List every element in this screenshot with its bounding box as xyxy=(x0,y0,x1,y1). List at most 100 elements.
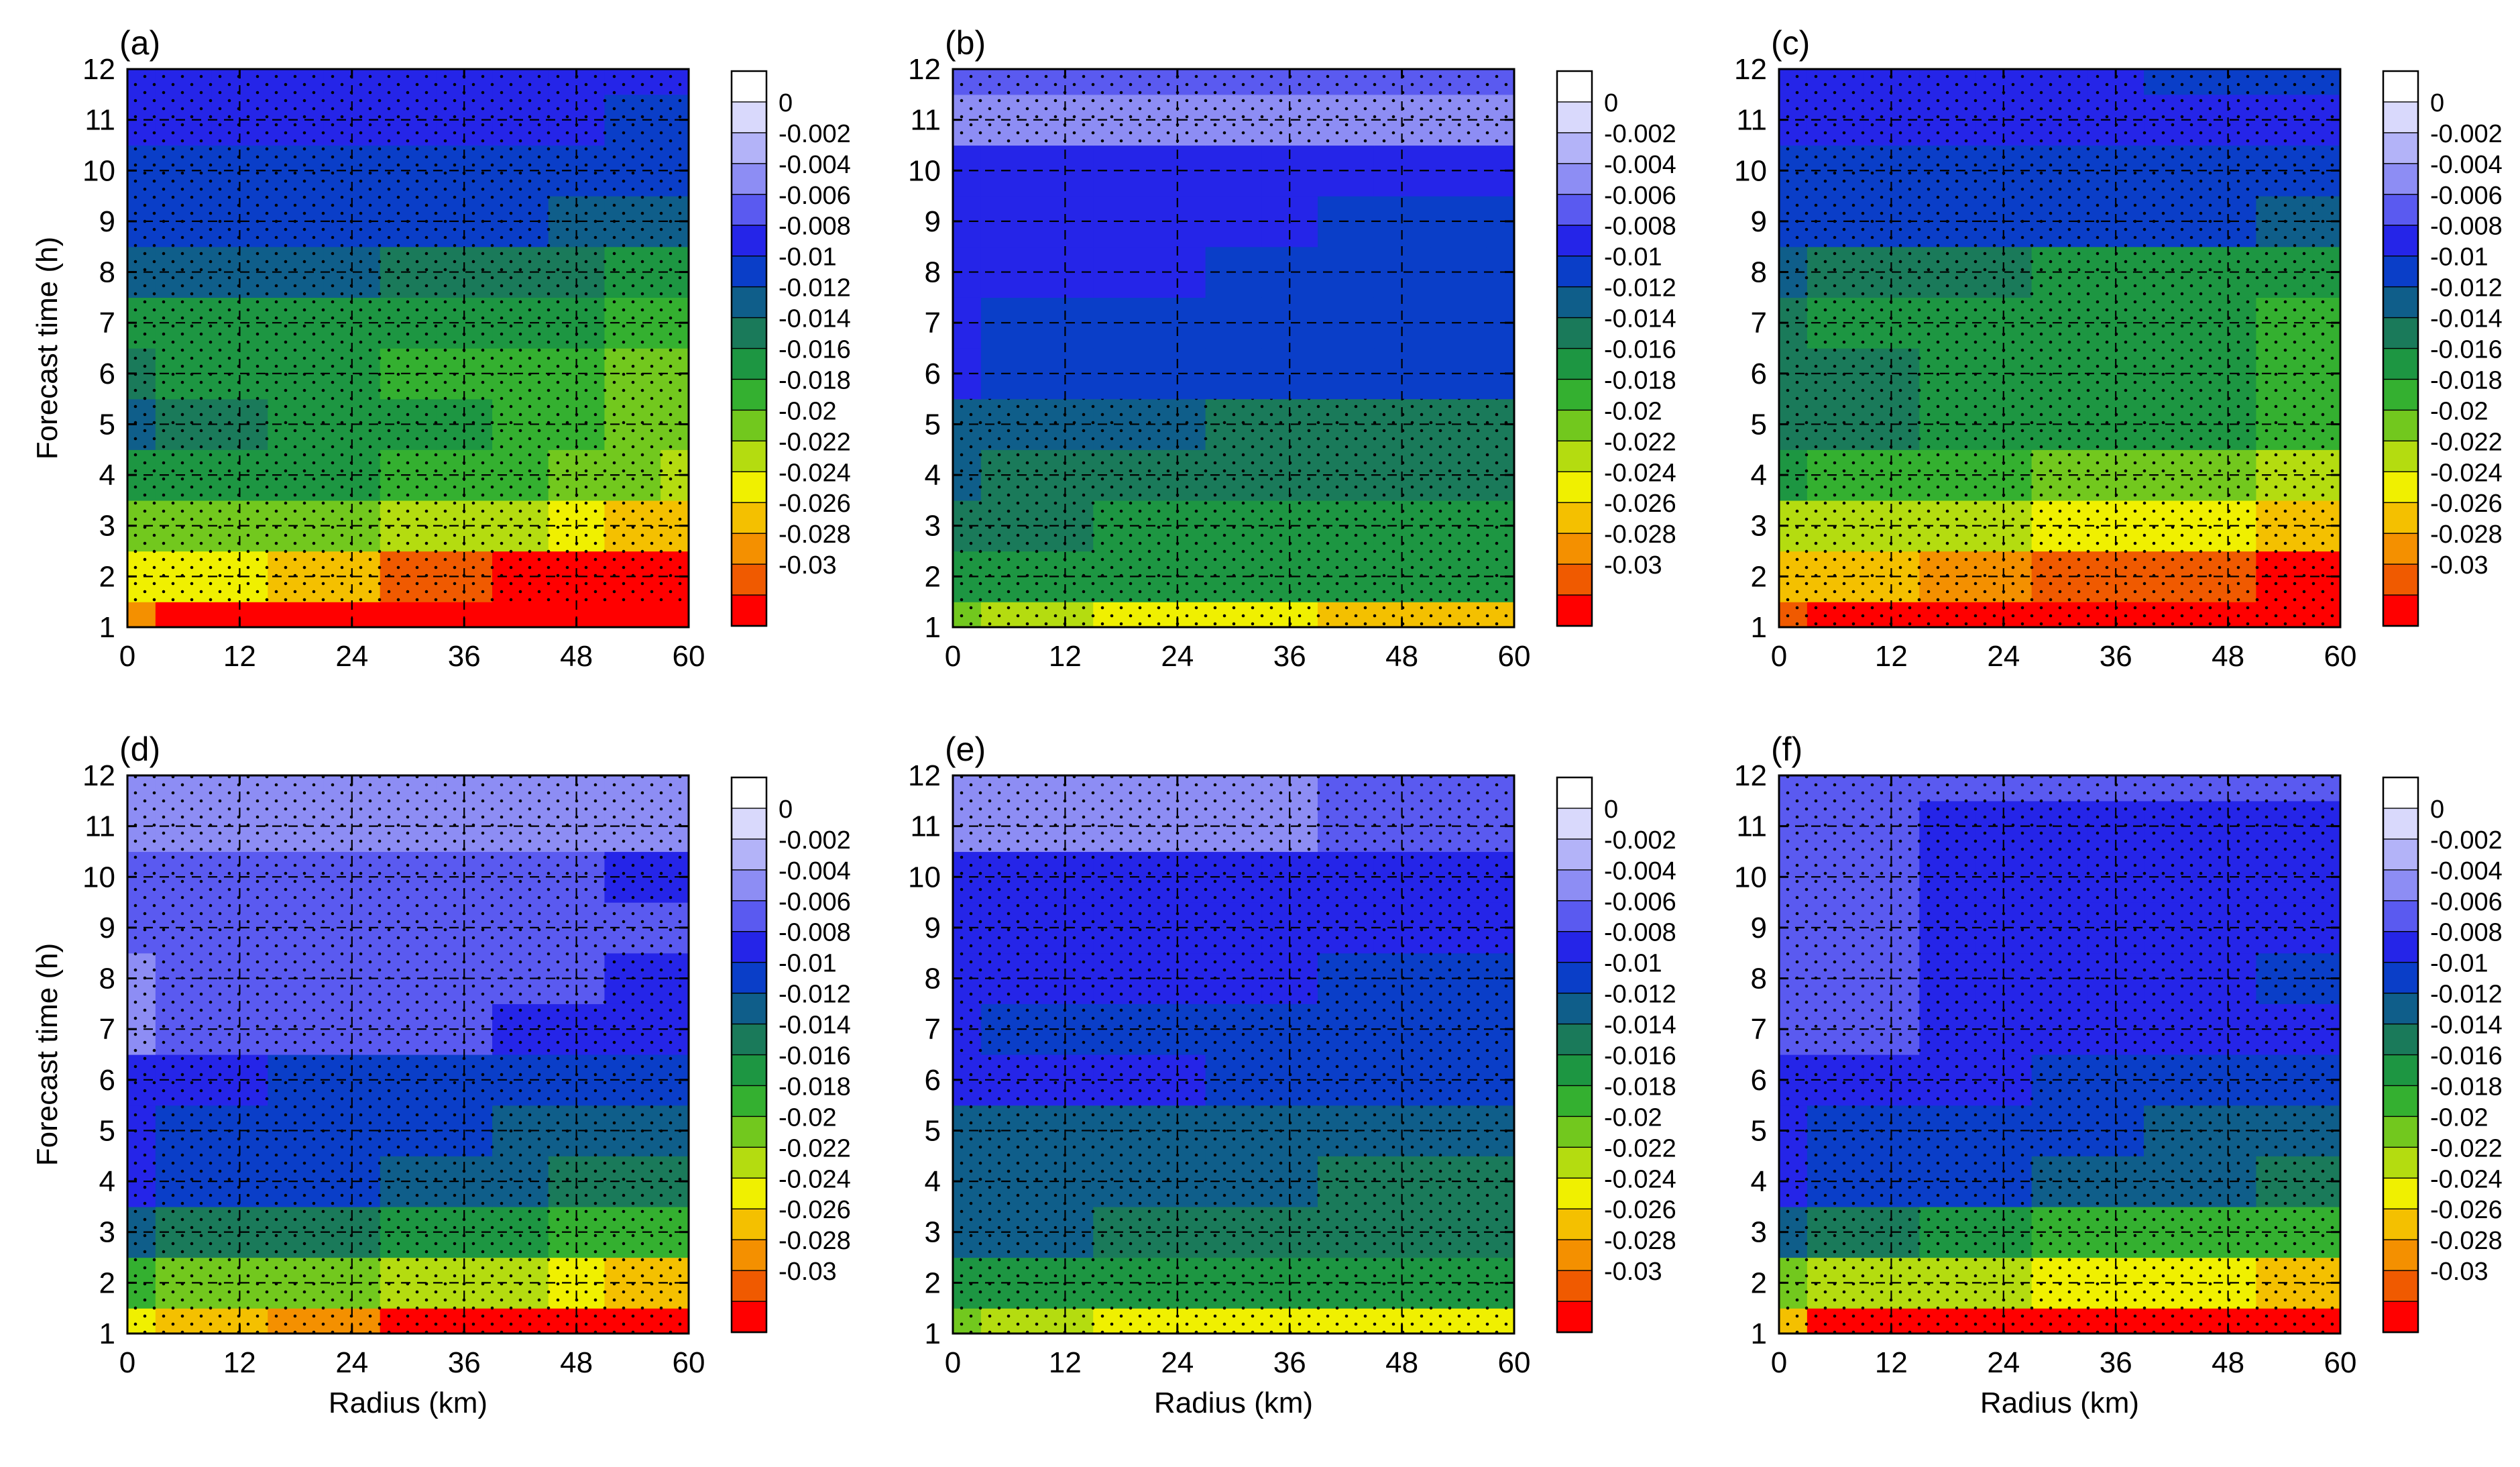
colorbar-label: -0.018 xyxy=(1604,366,1676,394)
y-tick-label: 5 xyxy=(1751,1114,1767,1147)
y-tick-label: 2 xyxy=(925,560,941,593)
y-tick-label: 3 xyxy=(1751,510,1767,543)
colorbar-bin xyxy=(731,225,767,257)
colorbar-bin xyxy=(731,471,767,504)
colorbar-bin xyxy=(2383,1239,2419,1272)
colorbar-bin xyxy=(731,502,767,535)
colorbar-label: 0 xyxy=(2430,796,2444,824)
x-tick-label: 48 xyxy=(1385,1346,1418,1379)
colorbar-bin xyxy=(2383,317,2419,349)
stipple-band xyxy=(953,69,1514,95)
colorbar-bin xyxy=(2383,869,2419,902)
colorbar-label: -0.014 xyxy=(1604,1012,1676,1040)
colorbar-label: -0.03 xyxy=(1604,1258,1662,1286)
y-tick-label: 6 xyxy=(925,358,941,390)
colorbar-bin xyxy=(2383,132,2419,165)
colorbar-bin xyxy=(1556,347,1593,380)
dashed-grid xyxy=(953,69,1514,627)
y-tick-label: 10 xyxy=(1734,154,1767,187)
y-tick-label: 10 xyxy=(1734,861,1767,893)
y-tick-label: 12 xyxy=(82,759,115,792)
colorbar-label: -0.022 xyxy=(2430,428,2503,456)
y-tick-label: 1 xyxy=(1751,1317,1767,1350)
colorbar-label: -0.012 xyxy=(1604,981,1676,1009)
colorbar-label: -0.008 xyxy=(2430,213,2503,241)
colorbar: 0-0.002-0.004-0.006-0.008-0.01-0.012-0.0… xyxy=(1556,70,1676,627)
y-tick-label: 5 xyxy=(925,1114,941,1147)
colorbar-label: -0.026 xyxy=(779,1196,851,1224)
colorbar-label: -0.006 xyxy=(779,182,851,210)
x-tick-label: 48 xyxy=(1385,640,1418,673)
stipple-band xyxy=(127,69,689,95)
colorbar-label: -0.022 xyxy=(779,428,851,456)
colorbar-label: -0.022 xyxy=(779,1134,851,1162)
colorbar-label: -0.028 xyxy=(2430,1227,2503,1255)
colorbar-bin xyxy=(731,70,767,103)
colorbar-label: -0.002 xyxy=(1604,826,1676,855)
colorbar-frame xyxy=(1556,776,1593,1334)
colorbar-label: -0.008 xyxy=(1604,919,1676,947)
colorbar-bin xyxy=(2383,992,2419,1025)
y-tick-label: 4 xyxy=(99,1165,115,1198)
colorbar-label: -0.012 xyxy=(1604,274,1676,303)
panel-label: (c) xyxy=(1771,24,1810,62)
colorbar-bin xyxy=(2383,808,2419,840)
y-tick-label: 8 xyxy=(925,256,941,289)
colorbar-label: 0 xyxy=(1604,796,1618,824)
y-tick-label: 7 xyxy=(99,1013,115,1046)
colorbar-label: -0.022 xyxy=(1604,1134,1676,1162)
y-tick-label: 10 xyxy=(82,154,115,187)
colorbar-label: -0.022 xyxy=(2430,1134,2503,1162)
colorbar-label: -0.008 xyxy=(2430,919,2503,947)
colorbar-label: -0.004 xyxy=(2430,151,2503,179)
colorbar-bin xyxy=(2383,409,2419,442)
y-tick-label: 3 xyxy=(1751,1216,1767,1249)
colorbar-bin xyxy=(1556,900,1593,933)
y-tick-label: 12 xyxy=(1734,53,1767,86)
colorbar-bin xyxy=(1556,1301,1593,1334)
colorbar-bin xyxy=(731,317,767,349)
colorbar-label: -0.03 xyxy=(2430,551,2488,580)
stipple-band xyxy=(953,775,1514,801)
colorbar-label: -0.024 xyxy=(779,1165,851,1193)
colorbar-label: -0.012 xyxy=(2430,274,2503,303)
colorbar-label: -0.016 xyxy=(2430,1042,2503,1071)
colorbar-label: -0.002 xyxy=(2430,120,2503,148)
colorbar-label: -0.016 xyxy=(2430,336,2503,364)
y-tick-label: 9 xyxy=(99,205,115,238)
colorbar-bin xyxy=(2383,1208,2419,1241)
colorbar-bin xyxy=(731,1054,767,1087)
colorbar-label: -0.012 xyxy=(779,274,851,303)
y-tick-label: 7 xyxy=(1751,1013,1767,1046)
colorbar-label: -0.014 xyxy=(779,305,851,333)
colorbar-label: -0.01 xyxy=(1604,950,1662,978)
colorbar-bin xyxy=(1556,1239,1593,1272)
dashed-grid xyxy=(1779,775,2340,1334)
x-tick-label: 60 xyxy=(673,640,705,673)
y-tick-label: 11 xyxy=(1736,104,1767,137)
colorbar-bin xyxy=(731,594,767,627)
colorbar-label: -0.026 xyxy=(1604,490,1676,518)
stipple-band xyxy=(1779,69,2340,95)
colorbar-label: -0.006 xyxy=(2430,182,2503,210)
y-tick-label: 4 xyxy=(1751,459,1767,492)
colorbar-label: 0 xyxy=(2430,89,2444,117)
colorbar-label: -0.008 xyxy=(779,213,851,241)
colorbar-label: -0.028 xyxy=(1604,521,1676,549)
colorbar-label: -0.03 xyxy=(779,1258,837,1286)
plot-frame xyxy=(1778,68,2342,629)
panel-label: (f) xyxy=(1771,730,1802,768)
panel-c: 0 12 24 36 48 60123456789101112(c)0-0.002-0.0… xyxy=(1734,24,2503,673)
y-tick-label: 3 xyxy=(925,510,941,543)
colorbar-bin xyxy=(731,440,767,473)
colorbar-label: -0.03 xyxy=(1604,551,1662,580)
y-tick-label: 8 xyxy=(99,963,115,995)
x-tick-label: 24 xyxy=(335,1346,368,1379)
colorbar-bin xyxy=(731,347,767,380)
colorbar-label: -0.024 xyxy=(1604,459,1676,487)
x-tick-label: 12 xyxy=(223,640,256,673)
panel-label: (b) xyxy=(945,24,986,62)
y-tick-label: 2 xyxy=(1751,560,1767,593)
